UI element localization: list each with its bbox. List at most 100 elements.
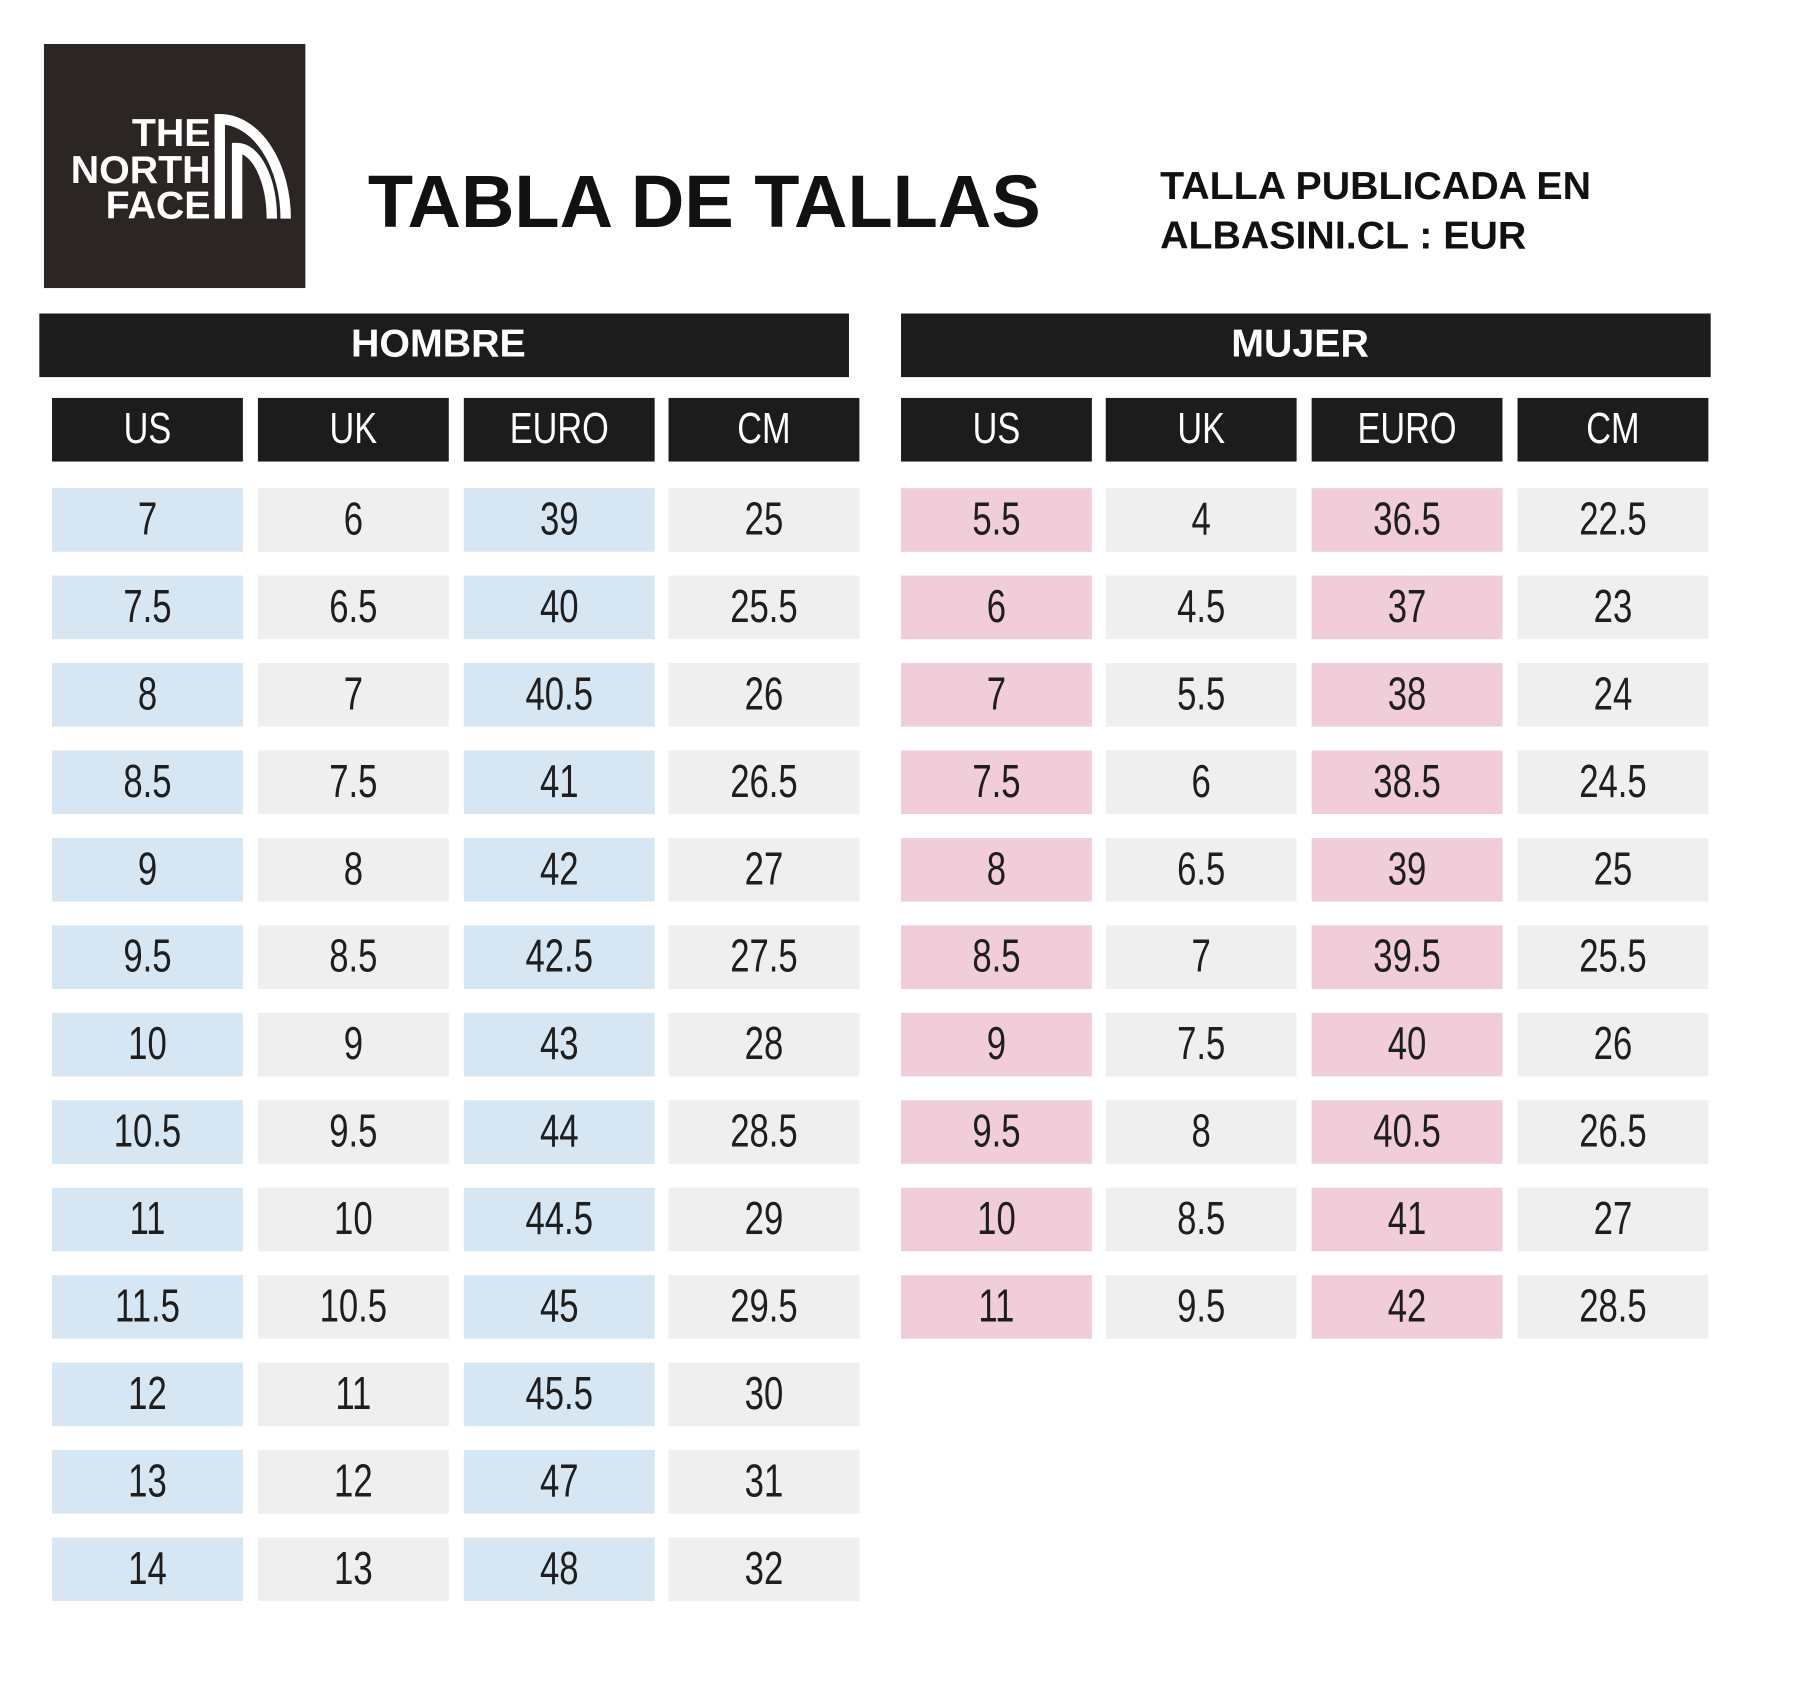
cell <box>1105 1012 1297 1077</box>
cell <box>463 1362 655 1427</box>
cell-text: 7 <box>1192 930 1211 982</box>
cell <box>668 1537 860 1602</box>
cell-text: 25.5 <box>730 580 798 632</box>
column-header-text: UK <box>1177 404 1225 453</box>
cell <box>463 1450 655 1514</box>
cell <box>1105 1275 1297 1339</box>
cell <box>1311 663 1503 727</box>
cell-text: 8 <box>1192 1105 1211 1157</box>
cell <box>52 750 243 815</box>
cell <box>463 837 655 902</box>
cell <box>257 1450 449 1514</box>
cell <box>52 575 243 640</box>
cell-text: 10 <box>334 1192 373 1244</box>
cell <box>1517 575 1709 640</box>
cell-text: 42 <box>540 842 579 894</box>
cell <box>901 1012 1092 1077</box>
cell <box>1517 663 1709 727</box>
cell-text: 44.5 <box>525 1192 593 1244</box>
cell <box>668 1187 860 1252</box>
column-header <box>463 397 655 462</box>
cell <box>257 1187 449 1252</box>
cell-text: 28.5 <box>730 1105 798 1157</box>
cell <box>1105 1187 1297 1252</box>
cell-text: 11.5 <box>115 1280 180 1332</box>
cell <box>257 575 449 640</box>
cell <box>257 1362 449 1427</box>
cell-text: 29.5 <box>730 1280 798 1332</box>
cell <box>1105 1100 1297 1164</box>
cell <box>1311 837 1503 902</box>
column-header-text: US <box>973 404 1021 453</box>
cell <box>463 925 655 989</box>
cell-text: 42.5 <box>525 930 593 982</box>
cell-text: 24.5 <box>1579 755 1647 807</box>
cell-text: 30 <box>745 1367 784 1419</box>
column-header <box>1311 397 1503 462</box>
cell <box>668 925 860 989</box>
cell-text: 9.5 <box>1177 1280 1225 1332</box>
cell-text: 45.5 <box>525 1367 593 1419</box>
cell-text: 7.5 <box>972 755 1020 807</box>
cell <box>1517 1187 1709 1252</box>
cell <box>52 1537 243 1602</box>
cell <box>1517 488 1709 552</box>
cell-text: 9.5 <box>972 1105 1020 1157</box>
cell-text: 10 <box>128 1017 167 1069</box>
column-header-text: CM <box>1586 404 1639 453</box>
cell-text: 39.5 <box>1373 930 1441 982</box>
section-bar <box>39 313 849 378</box>
column-header <box>1517 397 1709 462</box>
section-title: HOMBRE <box>351 321 526 365</box>
cell-text: 8.5 <box>1177 1192 1225 1244</box>
page-title: TABLA DE TALLAS <box>368 160 1041 243</box>
cell <box>257 925 449 989</box>
cell <box>52 837 243 902</box>
logo-line: THE <box>132 111 211 155</box>
cell-text: 8.5 <box>329 930 377 982</box>
cell-text: 39 <box>1388 842 1427 894</box>
cell-text: 28.5 <box>1579 1280 1647 1332</box>
cell-text: 11 <box>129 1192 165 1244</box>
cell-text: 41 <box>540 755 579 807</box>
column-header-text: EURO <box>1358 404 1457 453</box>
cell-text: 24 <box>1594 668 1633 720</box>
cell <box>52 488 243 552</box>
cell-text: 28 <box>745 1017 784 1069</box>
cell <box>668 1012 860 1077</box>
cell <box>1517 1275 1709 1339</box>
cell <box>1105 575 1297 640</box>
cell-text: 25 <box>745 493 784 545</box>
cell <box>668 1100 860 1164</box>
cell <box>463 1537 655 1602</box>
cell-text: 13 <box>128 1455 167 1507</box>
cell <box>52 925 243 989</box>
cell-text: 9 <box>344 1017 363 1069</box>
cell <box>1105 750 1297 815</box>
cell <box>257 1012 449 1077</box>
cell-text: 8 <box>344 842 363 894</box>
cell <box>1105 925 1297 989</box>
cell <box>901 575 1092 640</box>
cell <box>1311 1100 1503 1164</box>
cell <box>52 1187 243 1252</box>
cell <box>901 1275 1092 1339</box>
cell <box>1311 750 1503 815</box>
cell-text: 27 <box>745 842 784 894</box>
column-header <box>257 397 449 462</box>
cell <box>1311 1275 1503 1339</box>
cell-text: 26.5 <box>1579 1105 1647 1157</box>
cell <box>463 1275 655 1339</box>
cell-text: 38.5 <box>1373 755 1441 807</box>
cell-text: 7.5 <box>329 755 377 807</box>
cell-text: 22.5 <box>1579 493 1647 545</box>
cell <box>901 837 1092 902</box>
cell-text: 26 <box>1594 1017 1633 1069</box>
cell-text: 8.5 <box>972 930 1020 982</box>
cell <box>1105 488 1297 552</box>
cell <box>257 1100 449 1164</box>
cell-text: 14 <box>128 1542 167 1594</box>
cell <box>257 750 449 815</box>
cell-text: 23 <box>1594 580 1633 632</box>
